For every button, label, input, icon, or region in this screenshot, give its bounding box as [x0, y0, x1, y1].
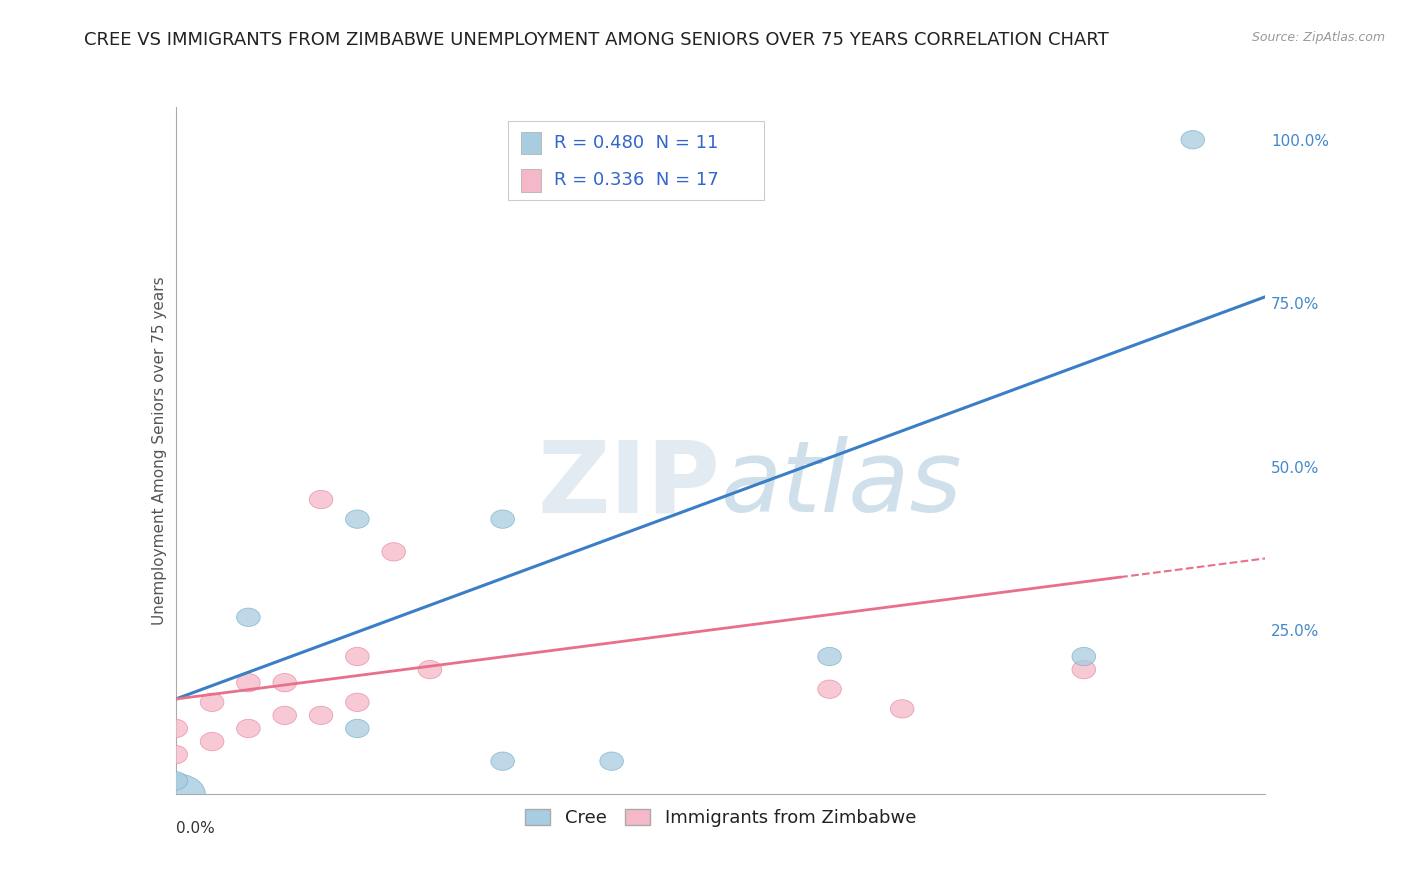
Text: atlas: atlas — [721, 436, 962, 533]
Ellipse shape — [165, 719, 187, 738]
Ellipse shape — [236, 719, 260, 738]
Text: R = 0.480  N = 11: R = 0.480 N = 11 — [554, 134, 718, 153]
Text: CREE VS IMMIGRANTS FROM ZIMBABWE UNEMPLOYMENT AMONG SENIORS OVER 75 YEARS CORREL: CREE VS IMMIGRANTS FROM ZIMBABWE UNEMPLO… — [84, 31, 1109, 49]
Ellipse shape — [200, 693, 224, 712]
Ellipse shape — [165, 746, 187, 764]
Ellipse shape — [890, 699, 914, 718]
FancyBboxPatch shape — [522, 132, 541, 154]
Ellipse shape — [273, 673, 297, 692]
Ellipse shape — [418, 660, 441, 679]
Text: 0.0%: 0.0% — [176, 822, 215, 837]
Ellipse shape — [382, 542, 405, 561]
Ellipse shape — [165, 772, 187, 790]
Ellipse shape — [146, 773, 205, 814]
Ellipse shape — [491, 752, 515, 771]
Ellipse shape — [818, 648, 841, 665]
Text: ZIP: ZIP — [537, 436, 721, 533]
Y-axis label: Unemployment Among Seniors over 75 years: Unemployment Among Seniors over 75 years — [152, 277, 167, 624]
Ellipse shape — [309, 491, 333, 508]
Ellipse shape — [236, 673, 260, 692]
Ellipse shape — [600, 752, 623, 771]
Ellipse shape — [818, 680, 841, 698]
Ellipse shape — [346, 693, 370, 712]
Text: R = 0.336  N = 17: R = 0.336 N = 17 — [554, 171, 718, 189]
Ellipse shape — [346, 719, 370, 738]
FancyBboxPatch shape — [508, 120, 765, 200]
FancyBboxPatch shape — [522, 169, 541, 192]
Ellipse shape — [346, 510, 370, 528]
Ellipse shape — [309, 706, 333, 724]
Ellipse shape — [346, 648, 370, 665]
Ellipse shape — [273, 706, 297, 724]
Ellipse shape — [491, 510, 515, 528]
Ellipse shape — [236, 608, 260, 626]
Legend: Cree, Immigrants from Zimbabwe: Cree, Immigrants from Zimbabwe — [516, 800, 925, 837]
Ellipse shape — [1181, 130, 1205, 149]
Ellipse shape — [200, 732, 224, 751]
Ellipse shape — [1071, 648, 1095, 665]
Text: Source: ZipAtlas.com: Source: ZipAtlas.com — [1251, 31, 1385, 45]
Ellipse shape — [1071, 660, 1095, 679]
